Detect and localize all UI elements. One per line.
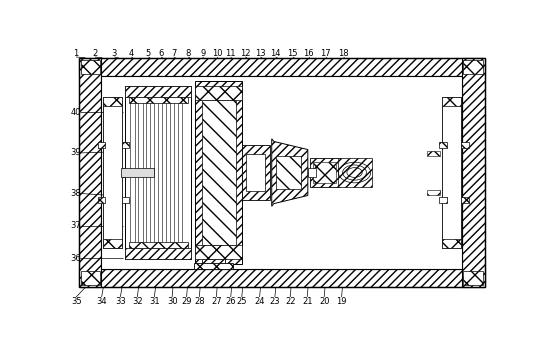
Text: 25: 25	[237, 297, 247, 306]
Bar	[125, 86, 191, 259]
Bar	[138, 97, 142, 248]
Text: 31: 31	[149, 297, 159, 306]
Text: 7: 7	[171, 49, 176, 58]
Text: 21: 21	[302, 297, 312, 306]
Text: 39: 39	[71, 148, 81, 158]
Bar	[246, 154, 265, 191]
Bar	[125, 86, 191, 97]
Bar	[442, 97, 461, 106]
Text: 26: 26	[225, 297, 236, 306]
Bar	[130, 97, 135, 248]
Bar	[202, 100, 236, 245]
Bar	[313, 162, 336, 183]
Text: 18: 18	[339, 49, 349, 58]
Bar	[178, 97, 182, 248]
Bar	[463, 58, 484, 287]
Text: 38: 38	[71, 189, 81, 198]
Text: 32: 32	[132, 297, 142, 306]
Bar	[340, 166, 347, 179]
Text: 19: 19	[336, 297, 347, 306]
Bar	[427, 151, 440, 156]
Bar	[79, 270, 484, 287]
Text: 33: 33	[115, 297, 125, 306]
Text: 8: 8	[186, 49, 191, 58]
Text: 4: 4	[129, 49, 134, 58]
Text: 34: 34	[96, 297, 107, 306]
Bar	[276, 156, 301, 189]
Text: 3: 3	[112, 49, 117, 58]
Text: 10: 10	[212, 49, 222, 58]
Bar	[347, 169, 352, 176]
Text: 5: 5	[146, 49, 151, 58]
Bar	[310, 158, 340, 187]
Text: 29: 29	[181, 297, 192, 306]
Bar	[170, 97, 174, 248]
Bar	[439, 197, 447, 203]
Polygon shape	[272, 139, 308, 206]
Text: 20: 20	[319, 297, 329, 306]
Bar	[162, 97, 166, 248]
Bar	[338, 158, 372, 187]
Bar	[122, 142, 129, 148]
Bar	[242, 146, 270, 200]
Text: 36: 36	[71, 254, 81, 263]
Bar	[442, 97, 461, 248]
Bar	[427, 190, 440, 196]
Bar	[102, 97, 122, 106]
Bar	[79, 58, 101, 287]
Bar	[195, 86, 242, 100]
Bar	[461, 142, 469, 148]
Text: 2: 2	[92, 49, 98, 58]
Bar	[202, 259, 225, 270]
Text: 17: 17	[321, 49, 331, 58]
Text: 9: 9	[200, 49, 206, 58]
Bar	[79, 58, 484, 75]
Bar	[195, 81, 242, 264]
Bar	[195, 245, 242, 259]
Bar	[98, 142, 105, 148]
Text: 28: 28	[194, 297, 204, 306]
Bar	[101, 75, 463, 270]
Text: 30: 30	[167, 297, 178, 306]
Bar	[102, 97, 122, 248]
Bar	[102, 239, 122, 248]
Bar	[464, 271, 483, 285]
Bar	[81, 271, 100, 285]
Bar	[464, 60, 483, 74]
Text: 15: 15	[288, 49, 298, 58]
Text: 22: 22	[285, 297, 295, 306]
Text: 24: 24	[254, 297, 265, 306]
Text: 27: 27	[211, 297, 221, 306]
Text: 35: 35	[71, 297, 82, 306]
Text: 16: 16	[304, 49, 314, 58]
Text: 11: 11	[225, 49, 236, 58]
Bar	[442, 239, 461, 248]
Bar	[125, 248, 191, 259]
Bar	[129, 97, 187, 102]
Bar	[98, 197, 105, 203]
Bar	[154, 97, 158, 248]
Bar	[81, 60, 100, 74]
Bar	[439, 142, 447, 148]
Bar	[122, 197, 129, 203]
Bar	[129, 243, 187, 248]
Text: 37: 37	[71, 221, 81, 230]
Bar	[461, 197, 469, 203]
Text: 40: 40	[71, 108, 81, 117]
Text: 1: 1	[73, 49, 79, 58]
Bar	[121, 168, 154, 177]
Text: 23: 23	[270, 297, 280, 306]
Text: 14: 14	[271, 49, 281, 58]
Text: 6: 6	[158, 49, 164, 58]
Text: 13: 13	[255, 49, 266, 58]
Bar	[308, 168, 316, 177]
Bar	[194, 263, 233, 270]
Bar	[146, 97, 150, 248]
Text: 12: 12	[240, 49, 250, 58]
